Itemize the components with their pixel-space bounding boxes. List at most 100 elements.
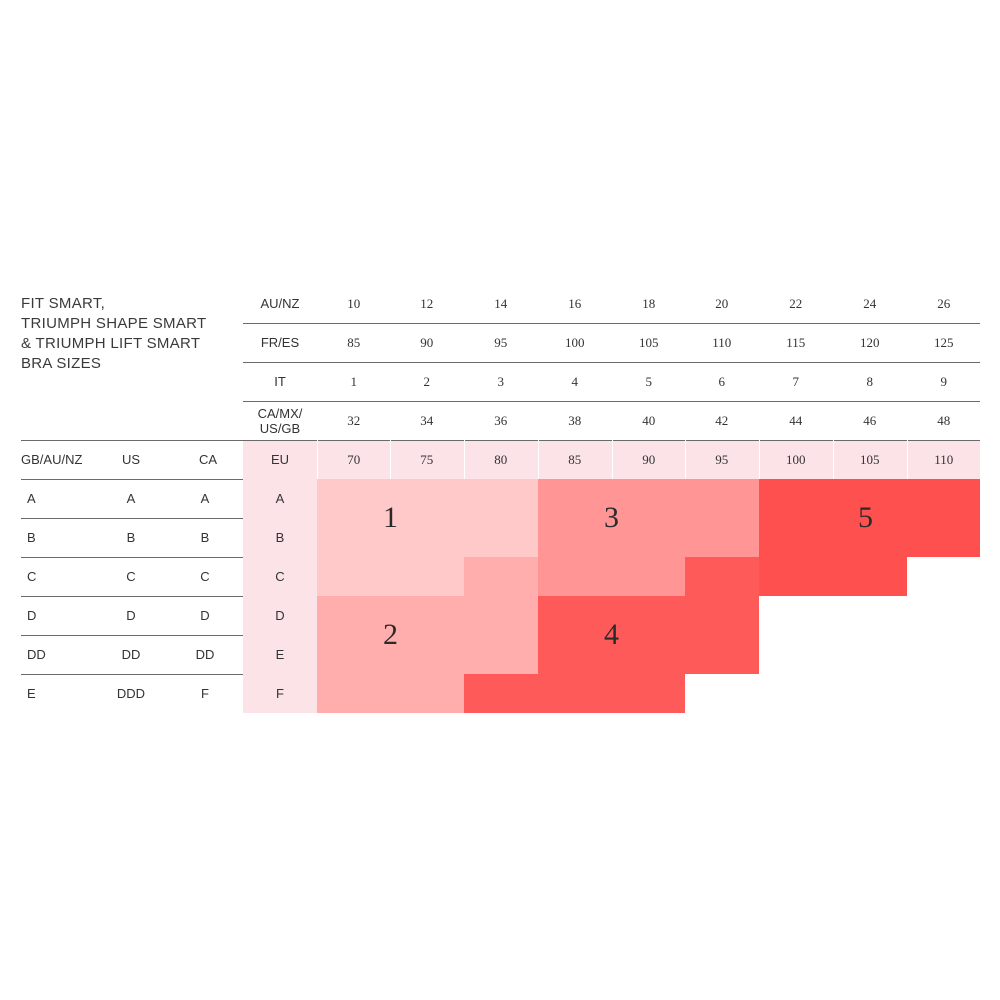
band-size-cell: 38 [568,412,582,428]
size-group-3-cell [538,557,612,596]
band-size-cell: 22 [789,295,803,311]
eu-cell-separator [833,440,834,479]
band-system-label: AU/NZ [260,296,300,311]
band-size-cell: 44 [789,412,803,428]
band-size-cell: 26 [937,295,951,311]
cup-size-cell: D [126,608,136,623]
cup-row-divider [21,635,243,636]
size-group-5-cell [759,479,833,518]
cup-row-divider [21,557,243,558]
band-size-cell: 48 [937,412,951,428]
size-group-5-cell [759,518,833,557]
size-group-4-cell [538,635,612,674]
eu-cup-cell: B [275,530,285,545]
cup-size-cell: E [27,686,36,701]
size-group-3-cell [538,479,612,518]
band-size-cell: 125 [934,334,954,350]
size-group-2-cell [390,635,464,674]
band-size-cell: 6 [718,373,726,389]
band-size-cell: 105 [639,334,659,350]
cup-row-divider [21,479,243,480]
size-group-label: 5 [858,501,873,534]
band-size-cell: 46 [863,412,877,428]
cup-size-cell: C [27,569,37,584]
size-group-3-cell [612,479,685,518]
cup-row-divider [21,596,243,597]
cup-size-cell: DDD [116,686,146,701]
band-size-cell: 80 [494,451,508,467]
band-system-label: EU [270,452,290,467]
title-line: BRA SIZES [21,355,102,372]
chart-title: FIT SMART, TRIUMPH SHAPE SMART & TRIUMPH… [21,294,236,374]
eu-cell-separator [464,440,465,479]
size-group-1-cell [390,479,464,518]
cup-system-header: CA [198,452,218,467]
eu-cup-cell: C [275,569,285,584]
band-system-label: FR/ES [260,335,300,350]
band-size-cell: 95 [494,334,508,350]
cup-row-divider [21,518,243,519]
band-size-cell: 12 [420,295,434,311]
size-group-4-cell [612,596,685,635]
band-size-cell: 14 [494,295,508,311]
cup-size-cell: D [27,608,37,623]
band-size-cell: 90 [420,334,434,350]
band-size-cell: 105 [860,451,880,467]
band-size-cell: 16 [568,295,582,311]
size-group-1-cell [390,518,464,557]
size-group-2-cell [390,596,464,635]
cup-size-cell: B [200,530,210,545]
size-group-4-cell [464,674,538,713]
band-size-cell: 42 [715,412,729,428]
eu-cell-separator [907,440,908,479]
size-group-2-cell [464,596,538,635]
band-row-divider [243,362,980,363]
size-group-1-cell [317,557,390,596]
cup-size-cell: DD [195,647,215,662]
eu-cup-column [243,479,317,713]
size-group-label: 2 [383,618,398,651]
band-size-cell: 7 [792,373,800,389]
cup-size-cell: DD [121,647,141,662]
band-size-cell: 8 [866,373,874,389]
band-size-cell: 5 [645,373,653,389]
band-size-cell: 1 [350,373,358,389]
size-group-label: 4 [604,618,619,651]
band-size-cell: 85 [568,451,582,467]
size-group-2-cell [317,674,390,713]
size-group-5-cell [833,479,907,518]
band-size-cell: 120 [860,334,880,350]
size-group-3-cell [685,479,759,518]
size-group-4-cell [612,674,685,713]
band-size-cell: 110 [934,451,954,467]
size-group-label: 1 [383,501,398,534]
band-row-divider [243,401,980,402]
size-group-5-cell [907,518,980,557]
eu-cell-separator [759,440,760,479]
size-group-3-cell [538,518,612,557]
eu-cup-cell: D [275,608,285,623]
size-group-2-cell [317,596,390,635]
size-group-1-cell [390,557,464,596]
cup-size-cell: A [126,491,136,506]
size-group-4-cell [685,635,759,674]
band-size-cell: 3 [497,373,505,389]
cup-size-cell: C [126,569,136,584]
size-group-label: 3 [604,501,619,534]
eu-cell-separator [612,440,613,479]
band-size-cell: 40 [642,412,656,428]
size-group-2-cell [464,557,538,596]
cup-size-cell: B [27,530,36,545]
band-size-cell: 70 [347,451,361,467]
size-group-1-cell [464,479,538,518]
size-group-1-cell [317,518,390,557]
cup-size-cell: A [27,491,36,506]
band-size-cell: 4 [571,373,579,389]
band-system-label: CA/MX/ US/GB [257,405,303,436]
cup-size-cell: D [200,608,210,623]
band-size-cell: 110 [712,334,732,350]
band-row-divider [243,323,980,324]
cup-size-cell: B [126,530,136,545]
size-group-5-cell [759,557,833,596]
size-group-4-cell [612,635,685,674]
